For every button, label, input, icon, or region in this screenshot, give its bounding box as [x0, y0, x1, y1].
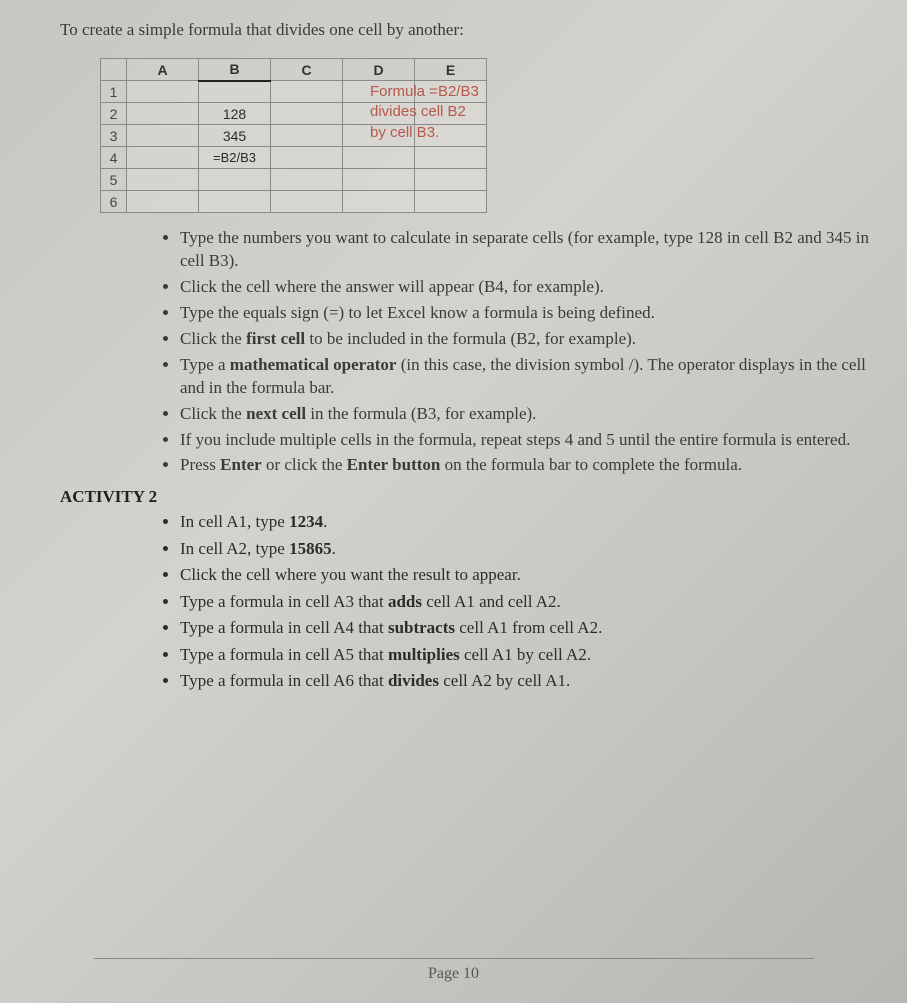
col-b: B [199, 59, 271, 81]
step-6: Click the next cell in the formula (B3, … [180, 403, 877, 426]
intro-text: To create a simple formula that divides … [60, 20, 877, 40]
activity-step-6: Type a formula in cell A5 that multiplie… [180, 643, 877, 666]
activity-step-4: Type a formula in cell A3 that adds cell… [180, 590, 877, 613]
step-2: Click the cell where the answer will app… [180, 276, 877, 299]
page-number: Page 10 [428, 965, 479, 982]
step-1: Type the numbers you want to calculate i… [180, 227, 877, 273]
step-7: If you include multiple cells in the for… [180, 429, 877, 452]
col-e: E [415, 59, 487, 81]
annot-line3: by cell B3. [370, 123, 479, 143]
step-4: Click the first cell to be included in t… [180, 328, 877, 351]
row-1: 1 [101, 81, 127, 103]
activity-step-7: Type a formula in cell A6 that divides c… [180, 669, 877, 692]
step-5: Type a mathematical operator (in this ca… [180, 354, 877, 400]
row-3: 3 [101, 125, 127, 147]
row-5: 5 [101, 169, 127, 191]
activity-step-3: Click the cell where you want the result… [180, 563, 877, 586]
activity-step-1: In cell A1, type 1234. [180, 510, 877, 533]
grid-corner [101, 59, 127, 81]
steps-list: Type the numbers you want to calculate i… [180, 227, 877, 477]
cell-b4: =B2/B3 [199, 147, 271, 169]
activity-list: In cell A1, type 1234. In cell A2, type … [180, 510, 877, 692]
row-2: 2 [101, 103, 127, 125]
annot-line2: divides cell B2 [370, 102, 479, 122]
activity-step-2: In cell A2, type 15865. [180, 537, 877, 560]
row-4: 4 [101, 147, 127, 169]
cell-b2: 128 [199, 103, 271, 125]
activity-step-5: Type a formula in cell A4 that subtracts… [180, 616, 877, 639]
annot-line1: Formula =B2/B3 [370, 82, 479, 102]
step-3: Type the equals sign (=) to let Excel kn… [180, 302, 877, 325]
col-c: C [271, 59, 343, 81]
activity-heading: ACTIVITY 2 [60, 487, 877, 507]
col-a: A [127, 59, 199, 81]
step-8: Press Enter or click the Enter button on… [180, 454, 877, 477]
row-6: 6 [101, 191, 127, 213]
footer-rule [94, 958, 814, 959]
col-d: D [343, 59, 415, 81]
formula-annotation: Formula =B2/B3 divides cell B2 by cell B… [370, 82, 479, 143]
cell-b3: 345 [199, 125, 271, 147]
spreadsheet-illustration: A B C D E 1 2 128 3 [100, 58, 877, 213]
page-footer: Page 10 [0, 958, 907, 983]
